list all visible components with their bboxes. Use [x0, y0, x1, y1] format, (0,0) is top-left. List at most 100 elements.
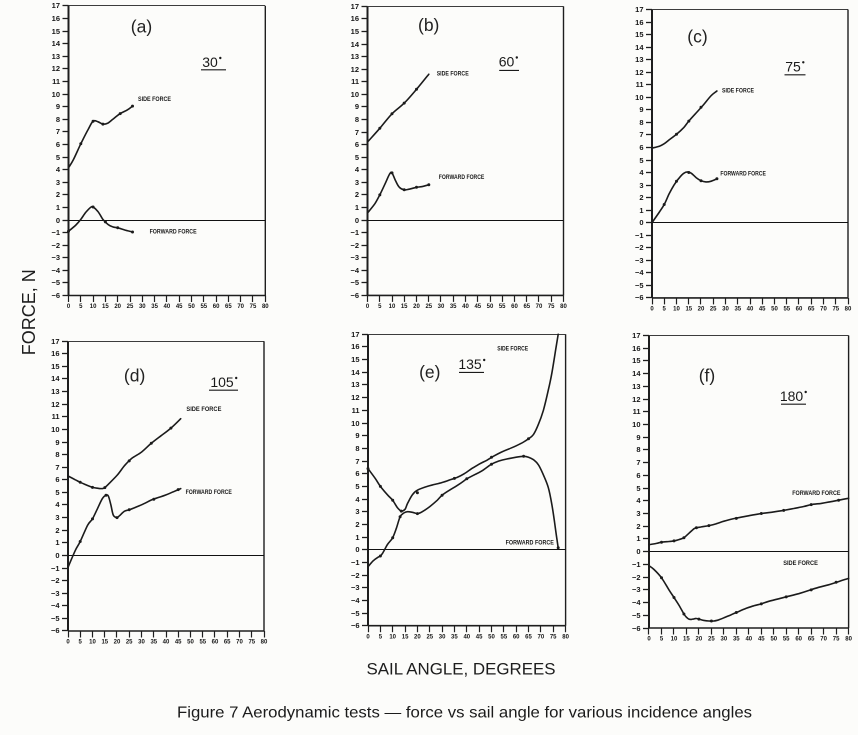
svg-text:(e): (e): [419, 362, 440, 382]
svg-text:15: 15: [635, 30, 643, 39]
svg-text:−3: −3: [635, 256, 644, 265]
svg-text:0: 0: [366, 634, 370, 640]
svg-text:45: 45: [474, 304, 481, 310]
svg-text:55: 55: [501, 634, 508, 640]
svg-text:12: 12: [635, 68, 643, 77]
svg-text:FORWARD FORCE: FORWARD FORCE: [506, 539, 555, 546]
svg-text:75: 75: [548, 304, 555, 310]
svg-text:45: 45: [476, 634, 483, 640]
svg-text:20: 20: [696, 637, 703, 643]
svg-text:14: 14: [51, 374, 60, 383]
svg-text:7: 7: [56, 127, 60, 136]
svg-text:5: 5: [56, 153, 60, 162]
svg-text:11: 11: [633, 407, 641, 416]
svg-text:75: 75: [250, 304, 257, 310]
svg-text:50: 50: [187, 640, 194, 646]
svg-text:12: 12: [52, 64, 60, 73]
svg-text:−2: −2: [350, 241, 359, 250]
svg-text:9: 9: [56, 102, 60, 111]
svg-text:11: 11: [52, 412, 60, 421]
svg-text:65: 65: [523, 304, 530, 310]
svg-text:75: 75: [832, 307, 839, 313]
svg-text:25: 25: [425, 304, 432, 310]
svg-text:(f): (f): [699, 366, 716, 386]
svg-text:20: 20: [413, 304, 420, 310]
svg-text:−1: −1: [632, 560, 641, 569]
svg-text:55: 55: [200, 304, 207, 310]
svg-text:4: 4: [355, 165, 360, 174]
svg-text:4: 4: [55, 500, 60, 509]
svg-text:5: 5: [378, 304, 382, 310]
svg-text:−3: −3: [51, 589, 60, 598]
svg-text:75: 75: [550, 634, 557, 640]
svg-text:55: 55: [499, 304, 506, 310]
svg-text:16: 16: [52, 14, 60, 23]
svg-text:12: 12: [351, 65, 359, 74]
svg-text:80: 80: [845, 307, 852, 313]
svg-text:3: 3: [56, 178, 60, 187]
svg-text:5: 5: [639, 156, 643, 165]
svg-text:9: 9: [355, 102, 359, 111]
svg-text:35: 35: [150, 640, 157, 646]
svg-text:180: 180: [780, 388, 804, 404]
svg-text:2: 2: [55, 526, 59, 535]
svg-text:70: 70: [536, 304, 543, 310]
svg-text:45: 45: [758, 637, 765, 643]
svg-text:0: 0: [55, 551, 59, 560]
svg-text:1: 1: [636, 534, 640, 543]
svg-text:7: 7: [636, 458, 640, 467]
svg-text:16: 16: [51, 349, 59, 358]
svg-text:4: 4: [56, 165, 61, 174]
svg-text:15: 15: [102, 304, 109, 310]
svg-text:40: 40: [745, 637, 752, 643]
svg-text:65: 65: [224, 640, 231, 646]
svg-text:7: 7: [355, 457, 359, 466]
svg-text:3: 3: [355, 178, 359, 187]
svg-text:135: 135: [458, 356, 482, 372]
svg-text:2: 2: [56, 190, 60, 199]
svg-text:11: 11: [352, 406, 360, 415]
svg-text:75: 75: [785, 58, 801, 74]
svg-text:6: 6: [355, 140, 359, 149]
svg-text:8: 8: [636, 445, 640, 454]
svg-text:5: 5: [663, 307, 667, 313]
svg-text:30: 30: [202, 54, 218, 70]
svg-text:12: 12: [632, 395, 640, 404]
svg-text:−4: −4: [350, 266, 359, 275]
svg-text:60: 60: [511, 304, 518, 310]
svg-text:FORWARD FORCE: FORWARD FORCE: [150, 229, 197, 236]
svg-text:30: 30: [439, 634, 446, 640]
svg-text:0: 0: [366, 304, 370, 310]
svg-text:−1: −1: [350, 228, 359, 237]
svg-text:25: 25: [710, 307, 717, 313]
svg-text:3: 3: [636, 509, 640, 518]
svg-text:−6: −6: [350, 291, 359, 300]
svg-text:5: 5: [636, 484, 640, 493]
svg-text:5: 5: [79, 304, 83, 310]
svg-text:15: 15: [402, 634, 409, 640]
svg-text:15: 15: [101, 640, 108, 646]
svg-text:16: 16: [635, 18, 643, 27]
svg-text:−5: −5: [51, 614, 60, 623]
svg-text:5: 5: [355, 482, 359, 491]
svg-text:7: 7: [55, 463, 59, 472]
svg-text:(a): (a): [131, 17, 152, 37]
svg-text:30: 30: [138, 640, 145, 646]
svg-text:40: 40: [747, 307, 754, 313]
svg-text:70: 70: [236, 640, 243, 646]
svg-text:−6: −6: [51, 626, 60, 635]
svg-text:14: 14: [351, 368, 360, 377]
svg-text:5: 5: [660, 637, 664, 643]
svg-text:60: 60: [213, 304, 220, 310]
svg-text:20: 20: [698, 307, 705, 313]
svg-text:5: 5: [355, 153, 359, 162]
svg-text:(b): (b): [418, 15, 439, 35]
svg-text:55: 55: [783, 307, 790, 313]
svg-text:10: 10: [632, 420, 640, 429]
svg-text:−4: −4: [51, 601, 60, 610]
svg-text:80: 80: [262, 304, 269, 310]
svg-text:SIDE FORCE: SIDE FORCE: [437, 71, 469, 78]
svg-text:FORWARD FORCE: FORWARD FORCE: [720, 170, 766, 177]
svg-text:17: 17: [351, 330, 359, 339]
svg-text:3: 3: [355, 507, 359, 516]
